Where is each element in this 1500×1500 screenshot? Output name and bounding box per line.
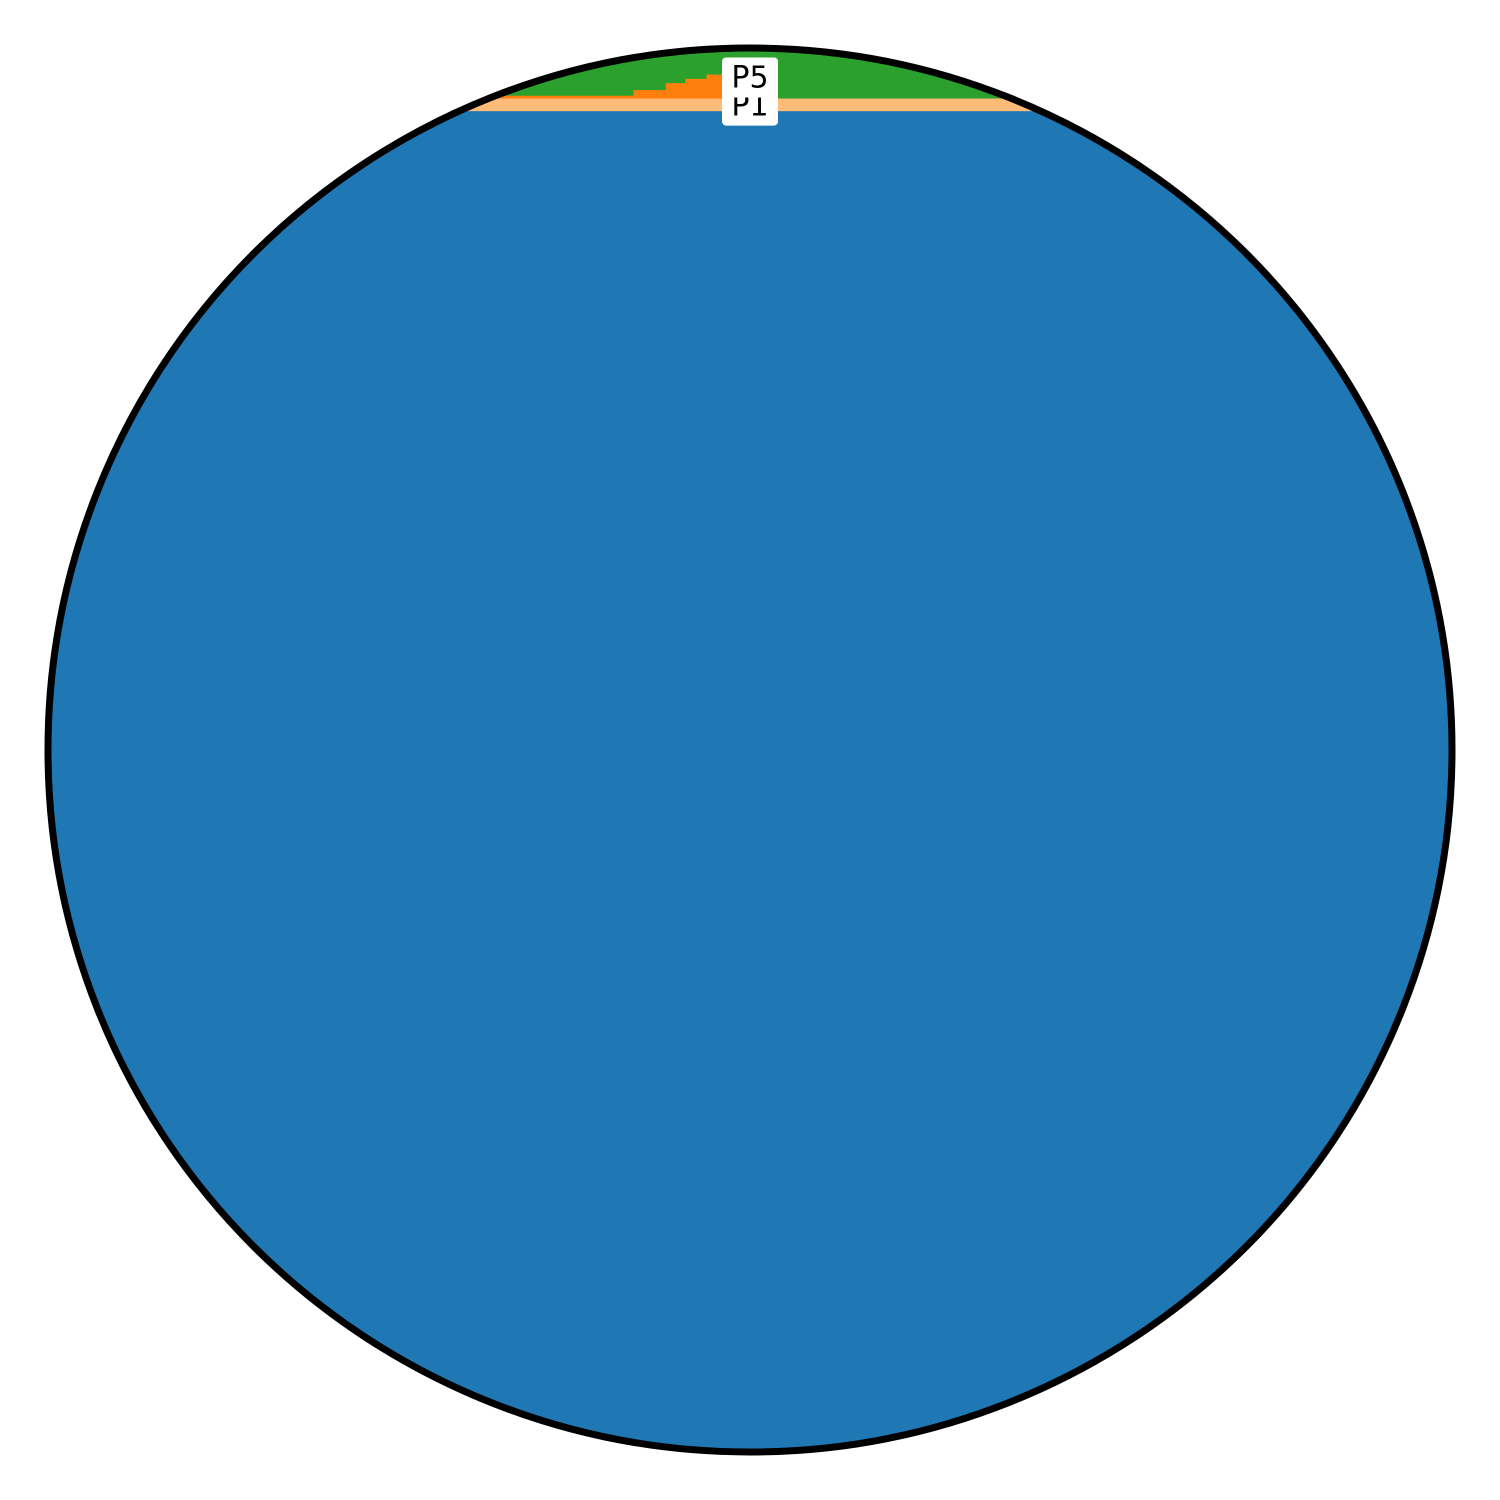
circle-outline <box>44 44 1456 1456</box>
chart-layers <box>48 48 1452 1452</box>
fill-label-p5: P5 <box>722 57 778 98</box>
fill-label-text: P5 <box>731 60 768 95</box>
fill-label-box <box>722 57 778 98</box>
fill-layer-1 <box>48 111 1452 1452</box>
